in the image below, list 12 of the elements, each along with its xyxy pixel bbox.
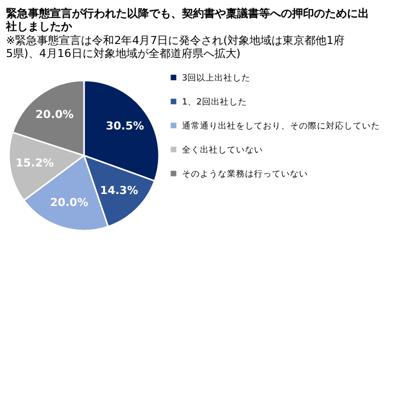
- data-label: 20.0%: [50, 196, 88, 210]
- chart-title: 緊急事態宣言が行われた以降でも、契約書や稟議書等への押印のために出社しましたか: [5, 7, 369, 33]
- legend-label: そのような業務は行っていない: [182, 168, 308, 180]
- chart-subtitle: ※緊急事態宣言は令和2年4月7日に発令され(対象地域は東京都他1府5県)、4月16日に対象地域が全都道府県へ拡大): [6, 34, 345, 60]
- legend-label: 3回以上出社した: [182, 72, 250, 84]
- data-label: 20.0%: [36, 108, 74, 122]
- legend-label: 1、2回出社した: [182, 96, 247, 108]
- data-label: 30.5%: [106, 120, 144, 133]
- legend-label: 通常通り出社をしており、その際に対応していた: [182, 120, 380, 132]
- legend-label: 全く出社していない: [182, 144, 263, 156]
- data-label: 15.2%: [16, 156, 54, 170]
- data-label: 14.3%: [100, 184, 138, 198]
